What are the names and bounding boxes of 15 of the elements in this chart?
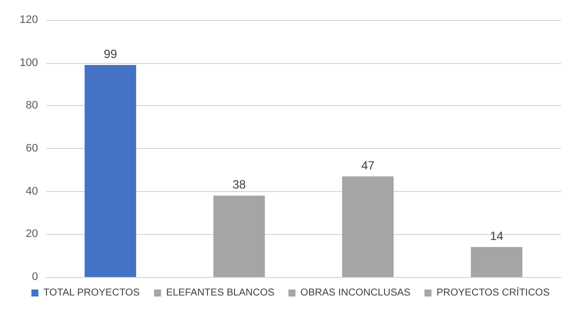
legend-label: TOTAL PROYECTOS — [43, 288, 140, 298]
y-tick-label: 120 — [20, 14, 38, 26]
data-label: 14 — [490, 229, 504, 244]
legend-label: ELEFANTES BLANCOS — [166, 288, 275, 298]
data-label: 38 — [232, 178, 246, 192]
y-tick-label: 40 — [26, 185, 38, 198]
y-tick-label: 80 — [26, 100, 38, 112]
y-tick-label: 100 — [20, 56, 38, 69]
legend-label: OBRAS INCONCLUSAS — [300, 288, 411, 298]
data-label: 99 — [104, 46, 118, 61]
legend-label: PROYECTOS CRÍTICOS — [436, 286, 550, 298]
y-tick-label: 60 — [26, 142, 38, 154]
y-tick-label: 0 — [32, 271, 38, 283]
data-label: 47 — [361, 158, 375, 172]
y-tick-label: 20 — [26, 228, 38, 240]
